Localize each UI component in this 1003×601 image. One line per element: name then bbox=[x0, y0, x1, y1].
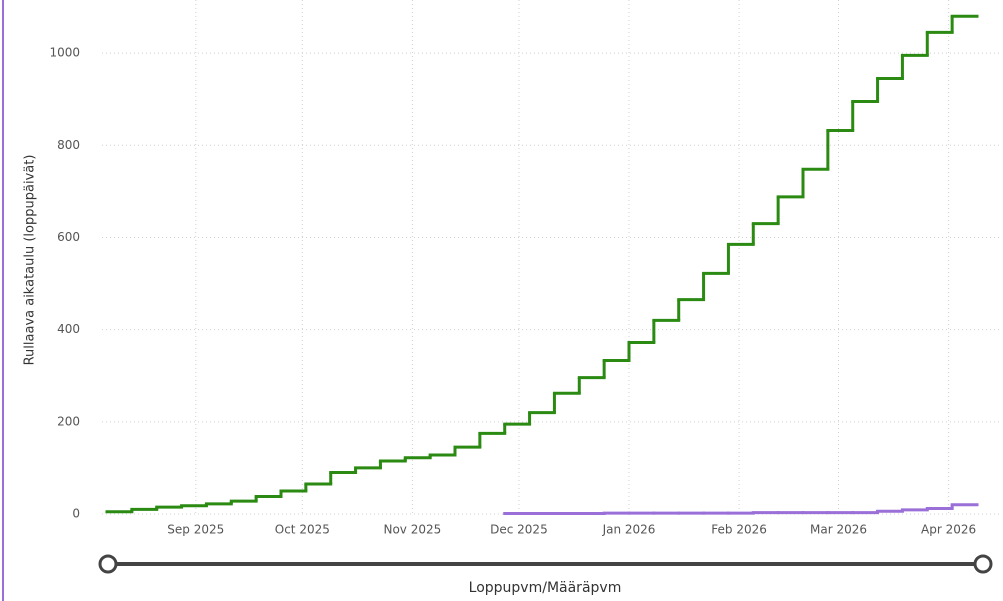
y-tick-label: 200 bbox=[57, 414, 80, 428]
range-slider-handle[interactable] bbox=[973, 554, 993, 574]
range-slider-handle[interactable] bbox=[98, 554, 118, 574]
y-tick-label: 0 bbox=[72, 507, 80, 521]
x-tick-label: Sep 2025 bbox=[167, 523, 224, 537]
x-tick-label: Jan 2026 bbox=[602, 523, 656, 537]
x-axis-title: Loppupvm/Määräpvm bbox=[469, 580, 622, 596]
y-tick-label: 1000 bbox=[49, 46, 80, 60]
x-tick-label: Apr 2026 bbox=[921, 523, 976, 537]
x-tick-label: Mar 2026 bbox=[810, 523, 867, 537]
x-tick-label: Oct 2025 bbox=[275, 523, 330, 537]
y-tick-label: 800 bbox=[57, 138, 80, 152]
y-tick-label: 600 bbox=[57, 230, 80, 244]
x-tick-label: Nov 2025 bbox=[383, 523, 441, 537]
x-tick-label: Feb 2026 bbox=[711, 523, 767, 537]
y-axis-title: Rullaava aikataulu (loppupäivät) bbox=[23, 155, 38, 366]
y-tick-label: 400 bbox=[57, 322, 80, 336]
x-tick-label: Dec 2025 bbox=[490, 523, 548, 537]
